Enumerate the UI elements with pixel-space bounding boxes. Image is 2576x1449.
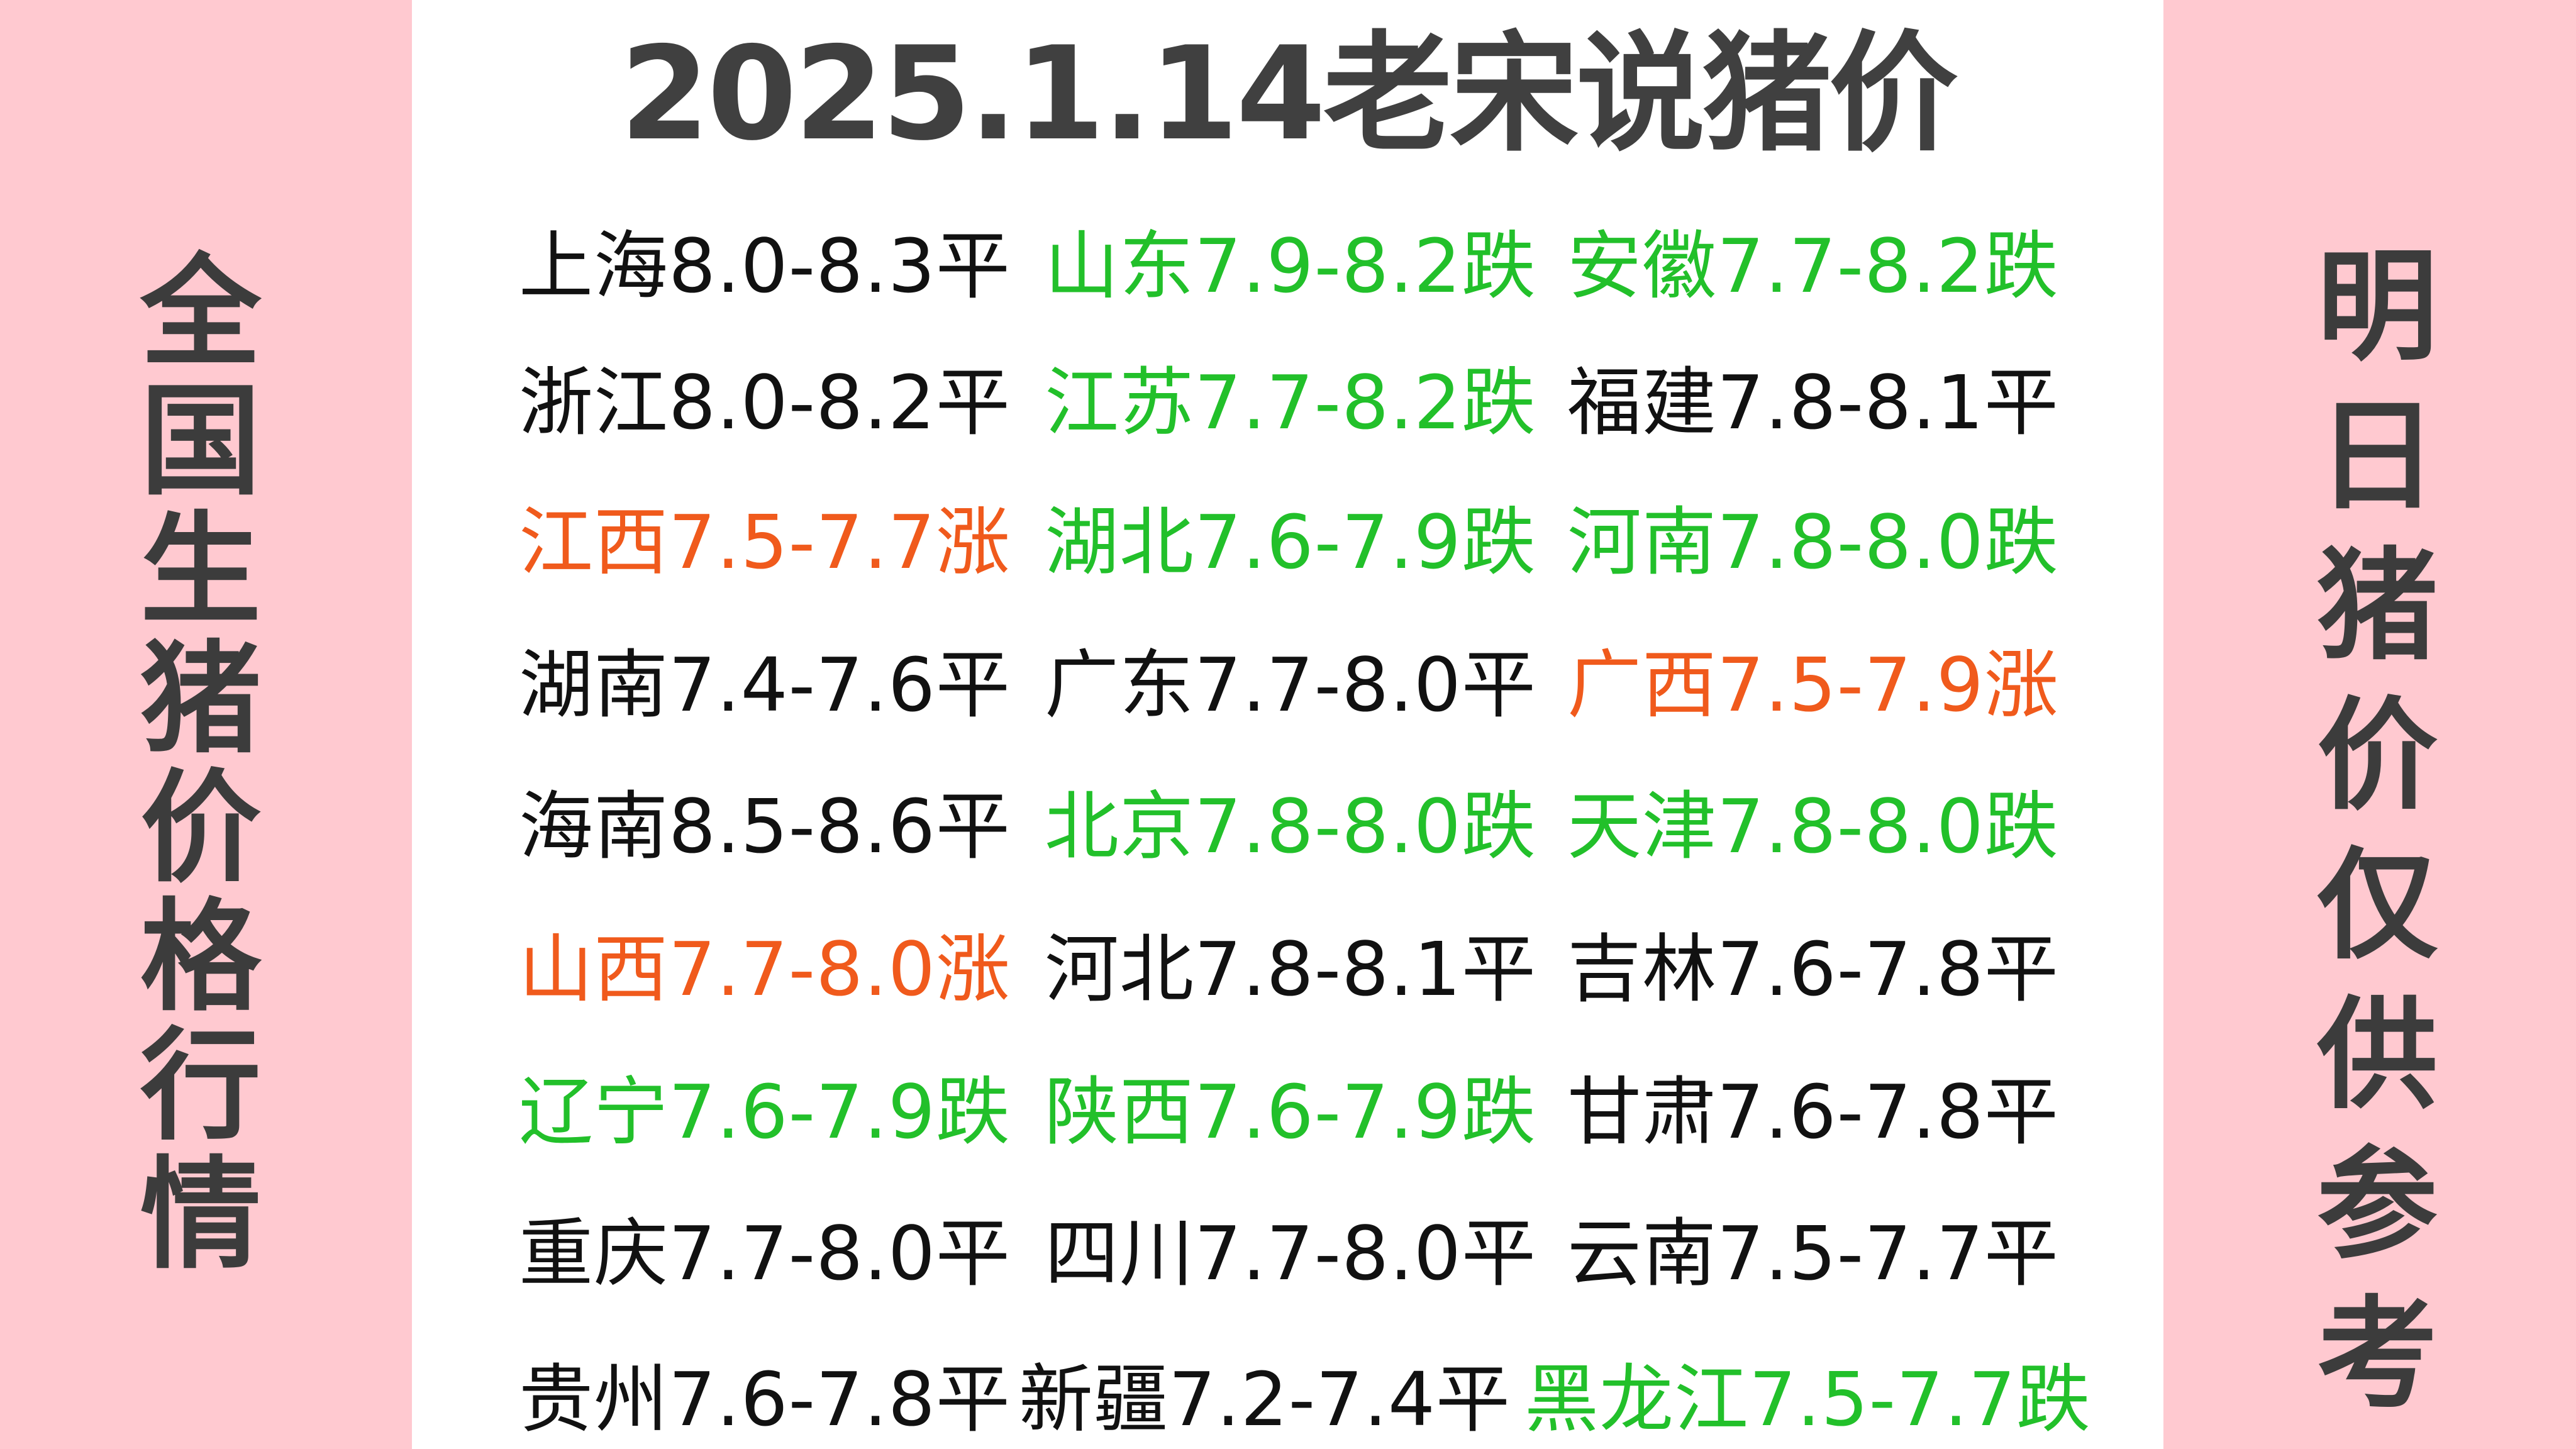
banner-char: 价 [2317,686,2438,826]
price-cell: 四川7.7-8.0平 [1045,1210,1536,1297]
right-banner [2163,0,2576,1449]
price-cell: 甘肃7.6-7.8平 [1567,1069,2059,1155]
banner-char: 生 [140,501,261,641]
price-cell: 云南7.5-7.7平 [1567,1210,2059,1297]
left-banner-text: 全国生猪价格行情 [138,248,264,1280]
banner-char: 日 [2317,387,2438,527]
banner-char: 明 [2317,237,2438,377]
price-cell: 黑龙江7.5-7.7跌 [1524,1356,2091,1443]
price-cell: 河南7.8-8.0跌 [1567,499,2059,586]
price-cell: 浙江8.0-8.2平 [519,359,1011,446]
banner-char: 价 [140,758,261,899]
banner-char: 猪 [2317,536,2438,677]
banner-char: 考 [2317,1285,2438,1425]
price-cell: 北京7.8-8.0跌 [1045,783,1536,870]
banner-char: 参 [2317,1135,2438,1275]
price-cell: 湖北7.6-7.9跌 [1045,499,1536,586]
price-cell: 安徽7.7-8.2跌 [1567,223,2059,309]
banner-char: 格 [140,887,261,1028]
page-title: 2025.1.14老宋说猪价 [619,19,1958,169]
price-cell: 吉林7.6-7.8平 [1567,926,2059,1013]
price-cell: 山东7.9-8.2跌 [1045,223,1536,309]
price-cell: 湖南7.4-7.6平 [519,641,1011,728]
banner-char: 全 [140,243,261,383]
banner-char: 仅 [2317,836,2438,976]
price-cell: 贵州7.6-7.8平 [519,1356,1011,1443]
price-cell: 陕西7.6-7.9跌 [1045,1069,1536,1155]
price-cell: 广西7.5-7.9涨 [1567,641,2059,728]
price-cell: 江苏7.7-8.2跌 [1045,359,1536,446]
price-cell: 新疆7.2-7.4平 [1019,1356,1511,1443]
right-banner-text: 明日猪价仅供参考 [2314,233,2440,1430]
left-banner [0,0,412,1449]
price-cell: 天津7.8-8.0跌 [1567,783,2059,870]
price-cell: 河北7.8-8.1平 [1045,926,1536,1013]
price-cell: 辽宁7.6-7.9跌 [519,1069,1011,1155]
price-cell: 广东7.7-8.0平 [1045,641,1536,728]
banner-char: 情 [140,1145,261,1285]
banner-char: 猪 [140,630,261,770]
price-cell: 福建7.8-8.1平 [1567,359,2059,446]
banner-char: 行 [140,1016,261,1157]
price-cell: 上海8.0-8.3平 [519,223,1011,309]
price-cell: 海南8.5-8.6平 [519,783,1011,870]
price-panel: 2025.1.14老宋说猪价 上海8.0-8.3平 山东7.9-8.2跌 安徽7.7… [412,0,2163,1449]
banner-char: 国 [140,372,261,512]
price-cell: 江西7.5-7.7涨 [519,499,1011,586]
price-cell: 重庆7.7-8.0平 [519,1210,1011,1297]
price-cell: 山西7.7-8.0涨 [519,926,1011,1013]
banner-char: 供 [2317,985,2438,1126]
